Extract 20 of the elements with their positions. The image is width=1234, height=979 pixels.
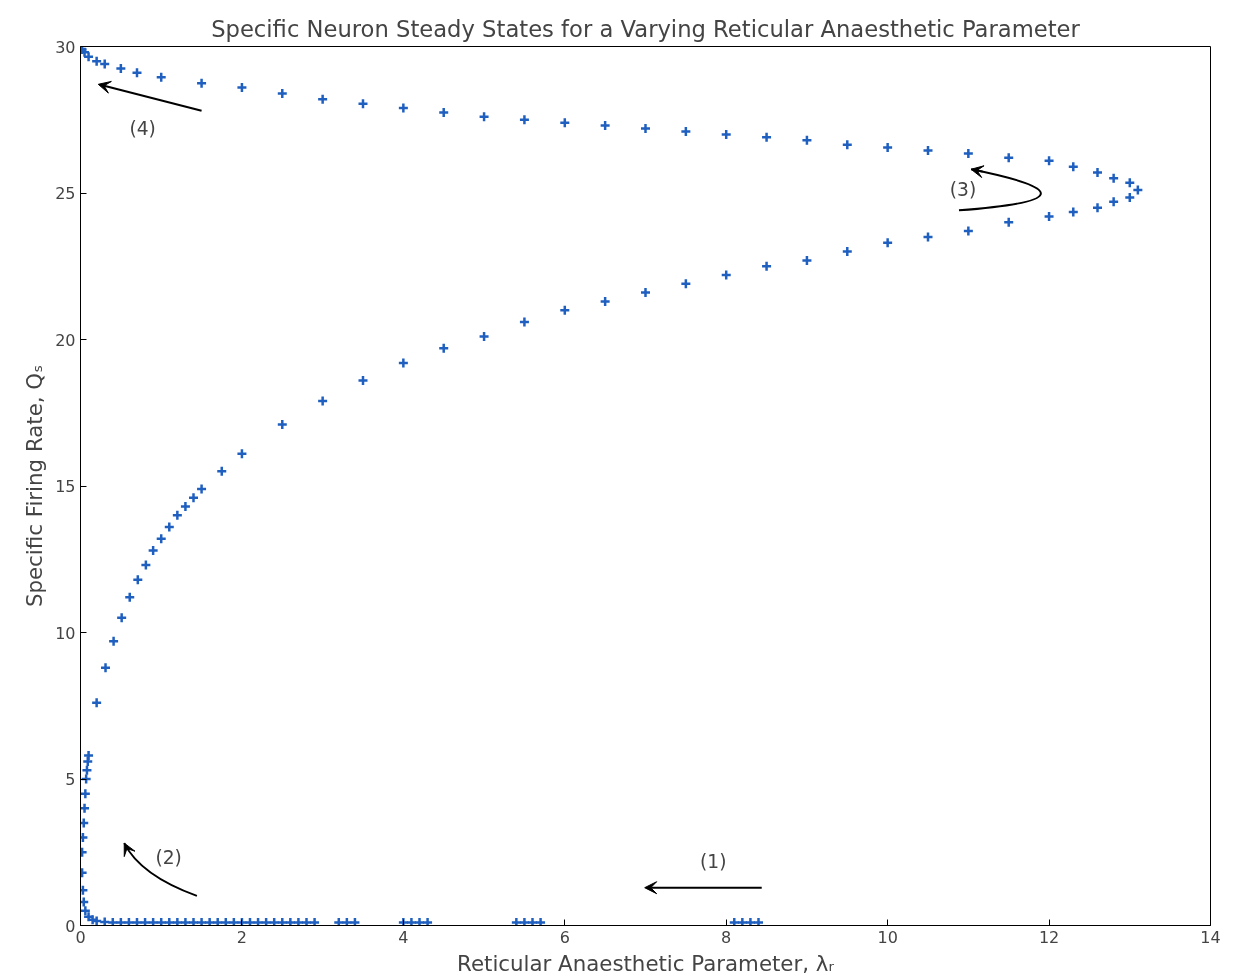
x-tick-label: 6: [559, 927, 570, 947]
y-axis-title: Specific Firing Rate, Qₛ: [22, 364, 48, 608]
y-tick-label: 25: [55, 184, 76, 203]
y-tick-label: 10: [55, 623, 76, 643]
y-tick-label: 5: [65, 770, 76, 789]
annotation: (1): [700, 850, 727, 872]
x-tick-label: 12: [1038, 927, 1060, 947]
y-tick-label: 20: [55, 330, 76, 350]
x-axis-title: Reticular Anaesthetic Parameter, λᵣ: [457, 950, 835, 976]
annotation: (2): [155, 847, 182, 869]
x-tick-label: 2: [236, 927, 248, 947]
annotation: (3): [949, 179, 977, 201]
chart-title: Specific Neuron Steady States for a Varying Reticular Anaesthetic Parameter: [211, 15, 1081, 42]
x-tick-label: 4: [398, 927, 409, 947]
x-tick-label: 10: [877, 927, 898, 947]
annotation: (4): [129, 117, 156, 139]
x-tick-label: 14: [1200, 927, 1221, 947]
y-tick-label: 15: [55, 477, 76, 496]
x-tick-label: 8: [721, 927, 732, 947]
y-tick-label: 30: [55, 37, 76, 57]
